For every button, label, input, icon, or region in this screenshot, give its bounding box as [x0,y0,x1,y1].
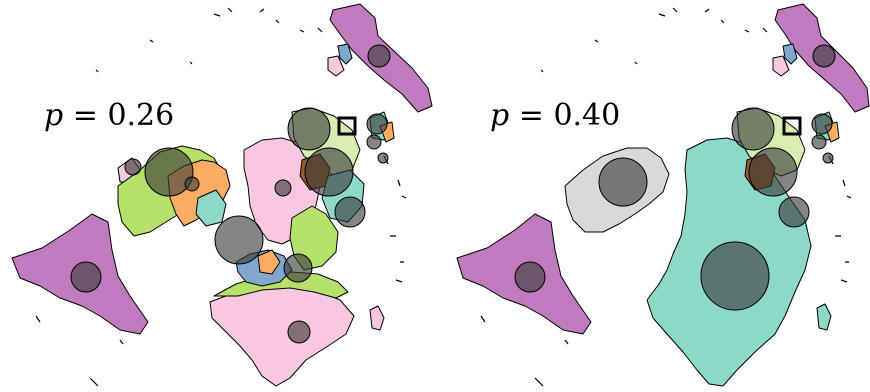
map-panel-right: p = 0.40 [435,0,870,392]
landmass-teal-island [816,303,832,331]
world-map-left [11,3,433,387]
bubble [700,241,770,311]
landmass-pink-island [369,305,385,331]
bubble [598,157,648,207]
bubble [377,152,389,164]
bubble [778,196,810,228]
p-value-label-right: p = 0.40 [490,98,621,133]
bubble [304,147,354,197]
bubble [283,253,313,283]
landmass-pink-south [209,285,355,387]
landmass-blue-top [782,43,798,65]
bubble [514,261,546,293]
bubble [184,176,200,192]
bubble [287,320,311,344]
bubble [214,215,264,265]
map-panel-left: p = 0.26 [11,3,433,387]
world-map-right [456,3,870,387]
bubble [366,134,382,150]
bubble [144,147,194,197]
bubble [811,113,833,135]
landmass-blue-top [337,43,353,65]
bubble [748,147,798,197]
landmass-green-right [289,205,339,271]
bubble [124,158,142,176]
bubble [731,107,775,151]
p-value-label-left: p = 0.26 [44,98,175,133]
bubble [70,261,102,293]
bubble [822,152,834,164]
bubble [287,107,331,151]
landmass-pink-top [327,55,345,77]
bubble [274,179,292,197]
bubble [811,134,827,150]
square-marker [782,116,802,136]
landmass-teal-small [195,189,227,227]
landmass-pink-top [772,55,790,77]
bubble [366,113,388,135]
square-marker [337,116,357,136]
bubble [367,44,391,68]
bubble [812,44,836,68]
landmass-orange-cluster [257,249,281,275]
bubble [334,196,366,228]
